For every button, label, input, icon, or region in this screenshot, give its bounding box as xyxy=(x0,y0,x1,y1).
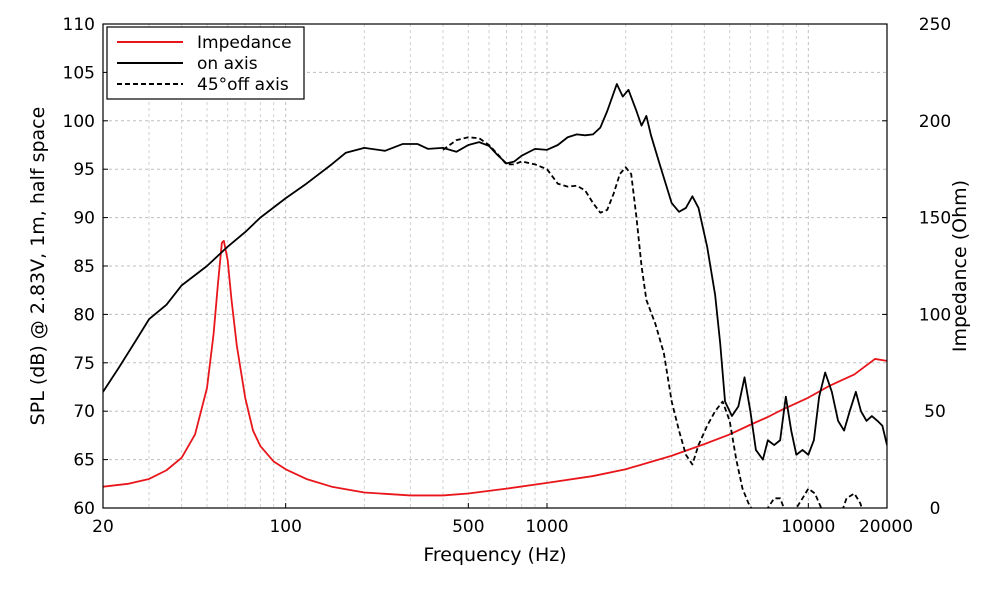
y-right-tick-label: 150 xyxy=(919,209,951,229)
y-left-tick-label: 75 xyxy=(73,354,95,374)
y-left-tick-label: 95 xyxy=(73,160,95,180)
y-left-tick-label: 70 xyxy=(73,402,95,422)
y-axis-left-label: SPL (dB) @ 2.83V, 1m, half space xyxy=(27,107,49,426)
legend-entry-off-axis: 45°off axis xyxy=(197,75,289,95)
axis-ticks: 60 65 70 75 80 85 90 95 100 105 110 0 50 100 150 200 250… xyxy=(63,15,952,537)
series-layer xyxy=(103,83,887,508)
on-axis-curve xyxy=(103,83,887,461)
legend: Impedance on axis 45°off axis xyxy=(106,26,305,100)
legend-entry-on-axis: on axis xyxy=(197,54,258,74)
x-axis-label: Frequency (Hz) xyxy=(423,544,566,566)
y-right-tick-label: 0 xyxy=(930,499,941,519)
y-left-tick-label: 80 xyxy=(73,305,95,325)
x-tick-label: 10000 xyxy=(781,517,835,537)
grid-lines xyxy=(103,24,887,508)
impedance-curve xyxy=(103,239,887,497)
x-tick-label: 20 xyxy=(92,517,114,537)
y-right-tick-label: 250 xyxy=(919,15,951,35)
x-tick-label: 100 xyxy=(269,517,301,537)
y-left-tick-label: 100 xyxy=(63,112,95,132)
legend-entry-impedance: Impedance xyxy=(197,33,292,53)
y-left-tick-label: 60 xyxy=(73,499,95,519)
y-right-tick-label: 50 xyxy=(924,402,946,422)
off-axis-curve xyxy=(442,136,863,508)
x-tick-label: 20000 xyxy=(859,517,913,537)
y-right-tick-label: 100 xyxy=(919,305,951,325)
y-left-tick-label: 90 xyxy=(73,209,95,229)
y-left-tick-label: 105 xyxy=(63,63,95,83)
x-tick-label: 500 xyxy=(452,517,484,537)
y-left-tick-label: 85 xyxy=(73,257,95,277)
y-right-tick-label: 200 xyxy=(919,112,951,132)
y-left-tick-label: 65 xyxy=(73,451,95,471)
y-axis-right-label: Impedance (Ohm) xyxy=(949,180,971,352)
y-left-tick-label: 110 xyxy=(63,15,95,35)
x-tick-label: 1000 xyxy=(525,517,568,537)
